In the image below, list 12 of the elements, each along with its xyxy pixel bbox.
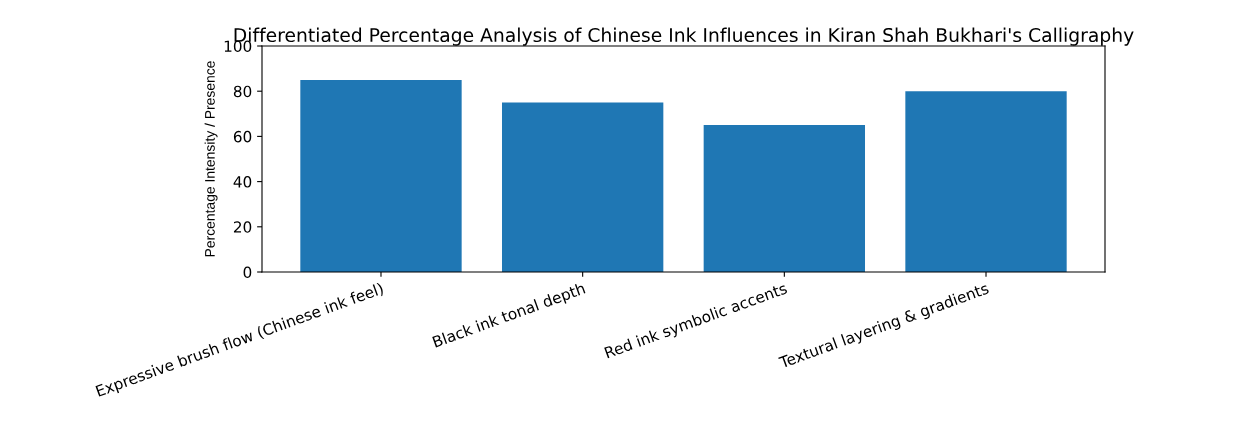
y-tick-label: 20 <box>233 221 252 233</box>
bar <box>703 125 866 272</box>
y-tick-label: 0 <box>243 266 252 279</box>
y-tick-label: 80 <box>233 85 252 98</box>
y-tick-label: 100 <box>224 40 252 53</box>
bar <box>501 102 664 272</box>
bar <box>905 91 1067 272</box>
bar <box>300 79 462 272</box>
x-tick-label: Black ink tonal depth <box>432 282 587 351</box>
y-axis-title: Percentage Intensity / Presence <box>204 61 218 257</box>
y-tick-label: 40 <box>233 176 252 188</box>
y-tick-label: 60 <box>233 130 252 143</box>
